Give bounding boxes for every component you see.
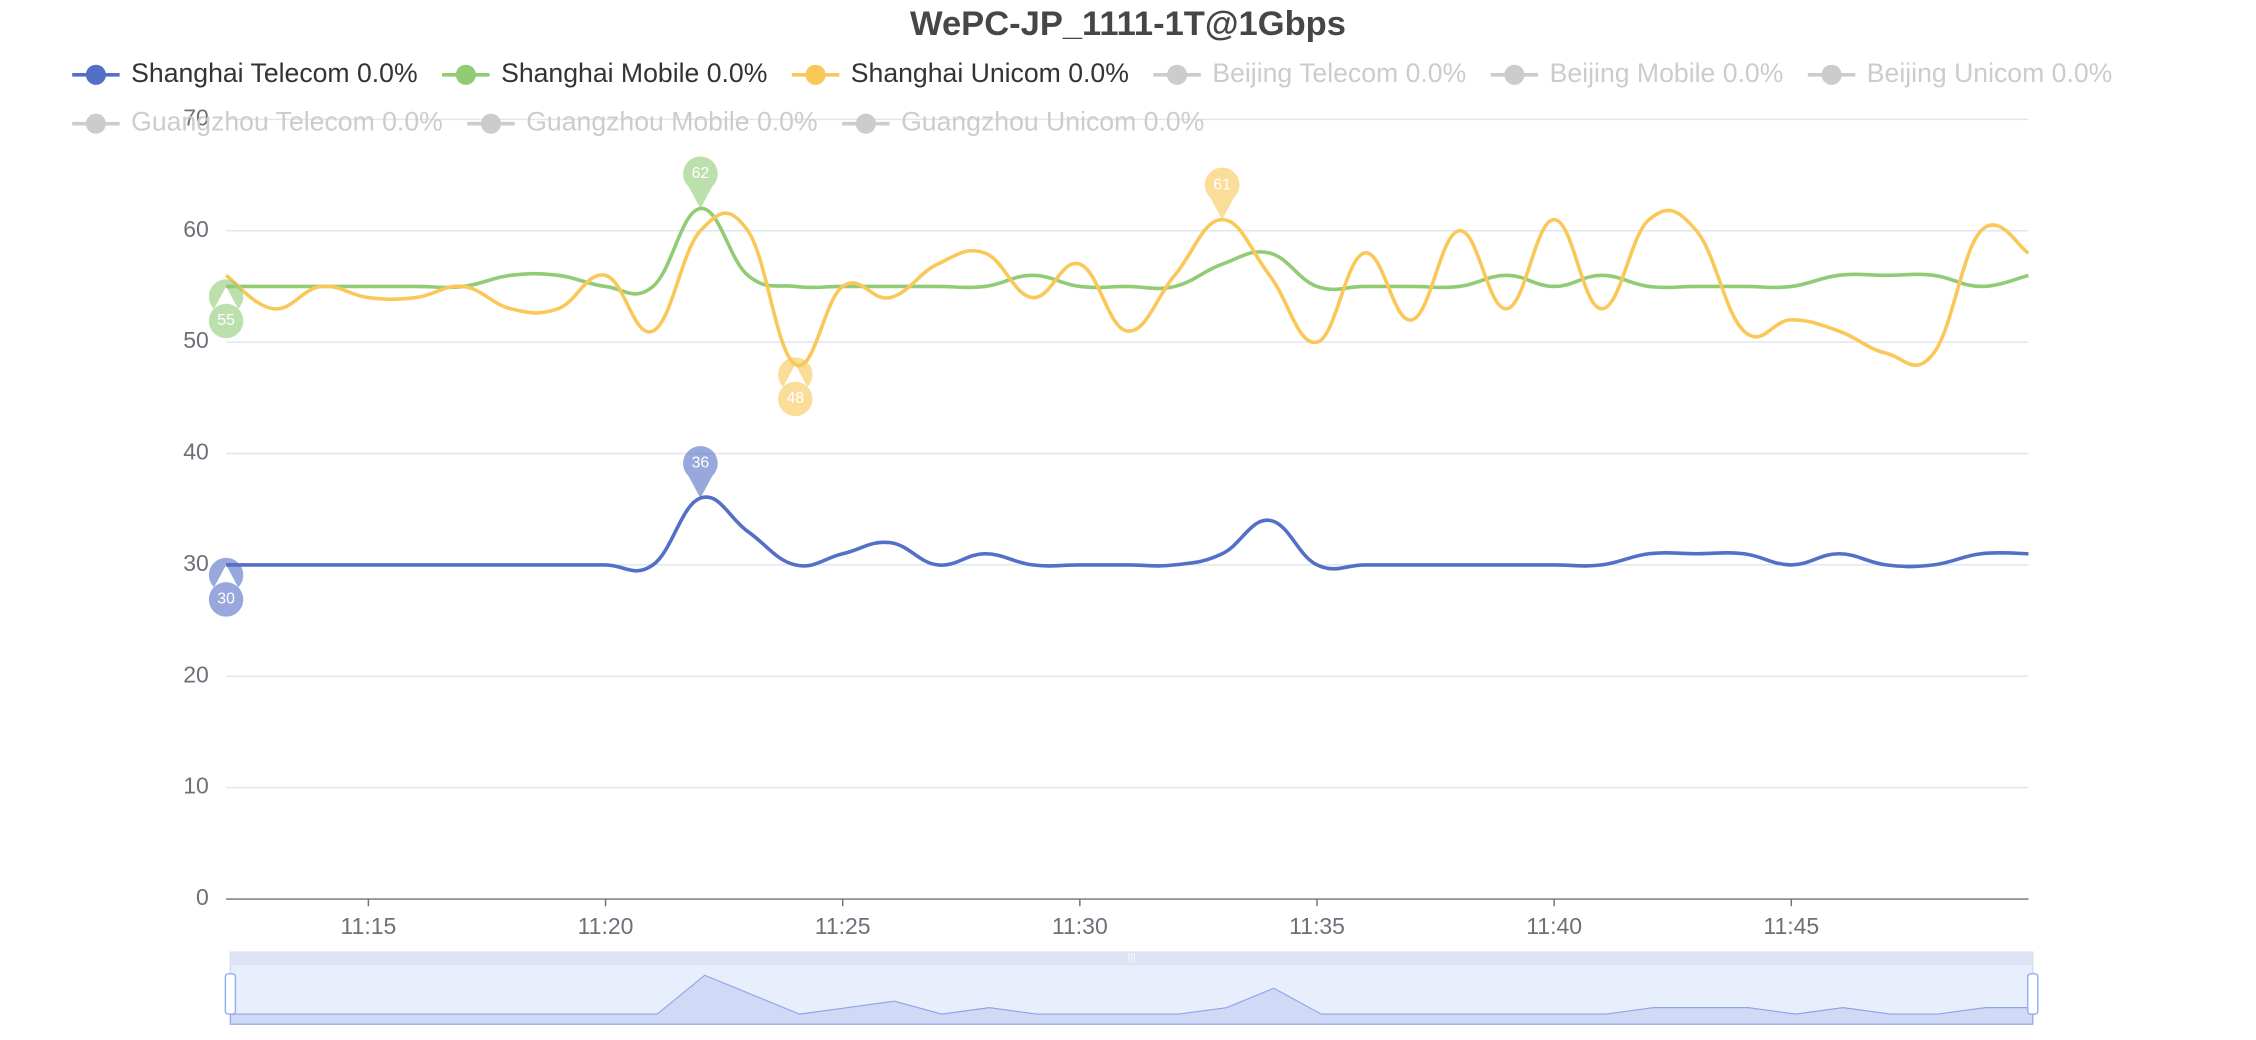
- mark-pin: [1204, 167, 1240, 220]
- legend-item[interactable]: Guangzhou Telecom 0.0%: [72, 107, 443, 137]
- zoom-handle: [224, 973, 237, 1015]
- zoom-top-bar: [230, 952, 2033, 966]
- y-tick-label: 0: [196, 884, 209, 910]
- legend-label: Guangzhou Mobile 0.0%: [526, 107, 817, 137]
- legend-dot: [1504, 64, 1525, 85]
- legend-label: Shanghai Unicom 0.0%: [851, 58, 1129, 88]
- x-tick-label: 11:35: [1289, 913, 1345, 939]
- legend-dot: [85, 64, 106, 85]
- legend-dot: [1167, 64, 1188, 85]
- y-tick-label: 40: [183, 439, 209, 465]
- x-tick-label: 11:30: [1052, 913, 1108, 939]
- x-tick-label: 11:25: [815, 913, 871, 939]
- legend-item[interactable]: Shanghai Unicom 0.0%: [791, 58, 1129, 88]
- legend-label: Guangzhou Telecom 0.0%: [131, 107, 443, 137]
- pin-label: 36: [692, 455, 710, 472]
- legend-label: Beijing Unicom 0.0%: [1867, 58, 2113, 88]
- zoom-shadow: [229, 974, 2034, 1025]
- legend-label: Shanghai Mobile 0.0%: [501, 58, 767, 88]
- y-tick-label: 50: [183, 327, 209, 353]
- y-tick-label: 20: [183, 661, 209, 687]
- legend-dot: [1821, 64, 1842, 85]
- mark-pin: [208, 557, 244, 617]
- legend-dot: [855, 113, 876, 134]
- y-tick-label: 70: [183, 104, 209, 130]
- mark-pin: [683, 446, 718, 499]
- x-tick-label: 11:45: [1763, 913, 1819, 939]
- x-tick-label: 11:40: [1526, 913, 1582, 939]
- pin-label: 61: [1213, 176, 1231, 193]
- pin-head: [778, 381, 813, 417]
- legend-label: Guangzhou Unicom 0.0%: [901, 107, 1204, 137]
- pin-head: [683, 446, 718, 481]
- data-zoom[interactable]: |||: [224, 951, 2039, 1025]
- mark-pin: [683, 156, 718, 209]
- legend-item[interactable]: Guangzhou Mobile 0.0%: [467, 107, 818, 137]
- series-line: [226, 206, 2029, 296]
- zoom-grip: |||: [1128, 953, 1136, 964]
- y-tick-label: 60: [183, 216, 209, 242]
- legend-dot: [805, 64, 826, 85]
- legend-item[interactable]: Shanghai Telecom 0.0%: [72, 58, 418, 88]
- legend-item[interactable]: Beijing Mobile 0.0%: [1490, 58, 1784, 88]
- pin-shape: [208, 557, 244, 588]
- mark-pin: [778, 357, 813, 417]
- legend-dot: [480, 113, 502, 134]
- pin-label: 30: [217, 591, 235, 608]
- pin-head: [208, 582, 244, 617]
- chart-title: WePC-JP_1111-1T@1Gbps: [910, 5, 1346, 43]
- series-line: [226, 495, 2029, 573]
- pin-shape: [208, 279, 244, 309]
- legend-item[interactable]: Beijing Unicom 0.0%: [1807, 58, 2113, 88]
- legend-item[interactable]: Shanghai Mobile 0.0%: [442, 58, 767, 88]
- pin-label: 55: [217, 312, 235, 329]
- legend-dot: [455, 64, 476, 85]
- pin-head: [1204, 167, 1240, 203]
- mark-pin: [208, 279, 244, 339]
- pin-head: [208, 303, 244, 339]
- legend-label: Beijing Telecom 0.0%: [1212, 58, 1466, 88]
- legend-item[interactable]: Beijing Telecom 0.0%: [1153, 58, 1466, 88]
- x-tick-label: 11:15: [340, 913, 396, 939]
- pin-head: [683, 156, 718, 192]
- legend-label: Beijing Mobile 0.0%: [1550, 58, 1784, 88]
- legend-item[interactable]: Guangzhou Unicom 0.0%: [842, 107, 1204, 137]
- pin-shape: [778, 357, 813, 387]
- legend-label: Shanghai Telecom 0.0%: [131, 58, 418, 88]
- series-line: [224, 208, 2030, 368]
- pin-label: 62: [692, 165, 710, 182]
- pin-label: 48: [786, 390, 804, 407]
- zoom-handle: [2027, 973, 2039, 1015]
- x-tick-label: 11:20: [578, 913, 634, 939]
- y-tick-label: 10: [183, 773, 209, 799]
- y-tick-label: 30: [183, 550, 209, 576]
- legend-dot: [85, 113, 106, 134]
